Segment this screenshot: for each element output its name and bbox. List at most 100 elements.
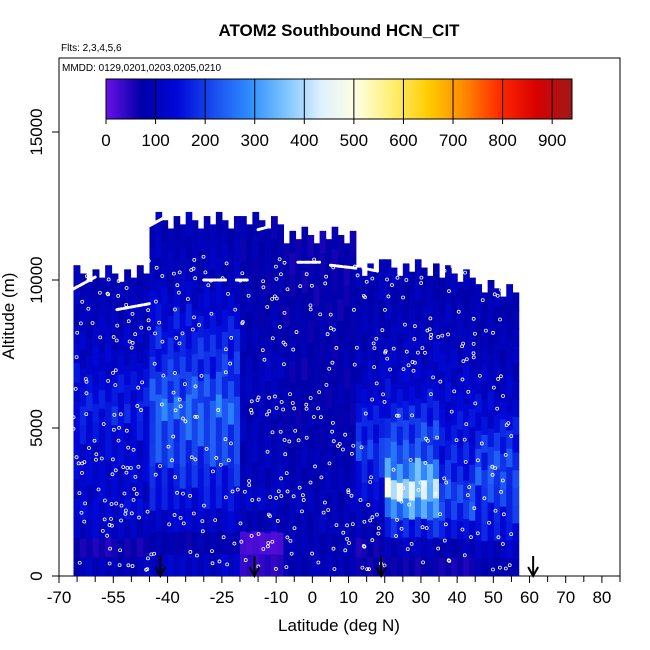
- heatmap-cell: [98, 314, 106, 335]
- heatmap-cell: [337, 554, 345, 576]
- heatmap-cell: [390, 537, 398, 558]
- heatmap-cell: [463, 346, 470, 366]
- heatmap-cell: [209, 356, 217, 379]
- heatmap-cell: [173, 396, 181, 420]
- sample-point: [153, 331, 157, 336]
- heatmap-cell: [451, 424, 458, 445]
- heatmap-cell: [343, 472, 351, 494]
- heatmap-cell: [124, 269, 132, 290]
- sample-point: [401, 295, 405, 300]
- heatmap-cell: [270, 261, 278, 285]
- heatmap-cell: [73, 478, 81, 499]
- heatmap-cell: [203, 328, 211, 352]
- heatmap-cell: [86, 447, 94, 467]
- sample-point: [107, 561, 112, 566]
- heatmap-cell: [384, 516, 392, 538]
- heatmap-cell: [149, 356, 157, 379]
- heatmap-cell: [295, 407, 303, 430]
- heatmap-cell: [355, 267, 363, 288]
- heatmap-cell: [355, 498, 363, 519]
- sample-point: [447, 559, 452, 563]
- heatmap-cell: [124, 461, 132, 481]
- heatmap-cell: [426, 519, 434, 540]
- heatmap-cell: [203, 396, 211, 420]
- heatmap-cell: [402, 439, 410, 460]
- heatmap-cell: [396, 538, 404, 558]
- heatmap-cell: [313, 347, 321, 369]
- heatmap-cell: [92, 422, 100, 443]
- heatmap-cell: [209, 488, 217, 511]
- sample-point: [188, 550, 193, 554]
- sample-point: [331, 265, 336, 270]
- heatmap-cell: [475, 357, 483, 376]
- heatmap-cell: [469, 426, 476, 447]
- sample-point: [193, 414, 198, 419]
- heatmap-cell: [457, 520, 464, 540]
- heatmap-cell: [258, 531, 266, 555]
- sample-point: [380, 328, 385, 333]
- sample-point: [399, 499, 404, 504]
- heatmap-cell: [143, 424, 151, 445]
- sample-point: [370, 276, 375, 281]
- heatmap-cell: [289, 511, 297, 534]
- heatmap-cell: [246, 356, 253, 379]
- heatmap-cell: [475, 284, 483, 303]
- heatmap-cell: [185, 462, 193, 486]
- heatmap-cell: [384, 378, 392, 399]
- heatmap-cell: [270, 418, 278, 442]
- heatmap-cell: [111, 292, 119, 312]
- heatmap-cell: [408, 385, 416, 406]
- heatmap-cell: [307, 256, 315, 279]
- sample-point: [443, 522, 448, 527]
- heatmap-cell: [367, 517, 374, 538]
- sample-point: [390, 283, 394, 287]
- sample-point: [84, 391, 89, 396]
- heatmap-cell: [512, 469, 520, 488]
- heatmap-cell: [373, 366, 380, 387]
- heatmap-cell: [289, 274, 297, 297]
- heatmap-cell: [493, 432, 501, 451]
- heatmap-cell: [493, 360, 501, 379]
- heatmap-cell: [384, 397, 392, 419]
- heatmap-cell: [73, 459, 81, 480]
- heatmap-cell: [167, 510, 175, 534]
- heatmap-cell: [98, 538, 106, 558]
- sample-point: [128, 466, 133, 470]
- heatmap-cell: [191, 286, 199, 310]
- x-tick-label: 40: [448, 588, 467, 607]
- y-tick-label: 0: [27, 571, 46, 580]
- heatmap-cell: [283, 430, 291, 452]
- sample-point: [350, 522, 355, 527]
- sample-point: [428, 336, 433, 340]
- heatmap-cell: [469, 389, 476, 409]
- heatmap-cell: [343, 534, 351, 556]
- heatmap-cell: [143, 386, 151, 407]
- sample-point: [247, 483, 252, 487]
- heatmap-cell: [319, 381, 327, 405]
- sample-point: [279, 272, 283, 277]
- heatmap-cell: [307, 512, 315, 534]
- heatmap-cell: [295, 281, 303, 303]
- heatmap-cell: [185, 280, 193, 304]
- heatmap-cell: [203, 441, 211, 465]
- heatmap-cell: [227, 467, 235, 490]
- heatmap-cell: [161, 264, 169, 288]
- x-tick-label: -70: [47, 588, 72, 607]
- heatmap-cell: [179, 488, 187, 511]
- heatmap-cell: [337, 362, 345, 385]
- colorbar-tick-label: 400: [290, 131, 318, 150]
- heatmap-cell: [124, 326, 132, 347]
- heatmap-cell: [191, 264, 199, 288]
- heatmap-cell: [373, 442, 380, 463]
- heatmap-cell: [337, 448, 345, 471]
- heatmap-cell: [173, 508, 181, 532]
- heatmap-cell: [277, 334, 284, 357]
- heatmap-cell: [500, 314, 507, 333]
- heatmap-cell: [506, 393, 514, 413]
- sample-point: [146, 258, 151, 263]
- heatmap-cell: [73, 362, 81, 383]
- heatmap-cell: [161, 553, 169, 576]
- sample-point: [395, 275, 400, 280]
- heatmap-cell: [252, 530, 260, 554]
